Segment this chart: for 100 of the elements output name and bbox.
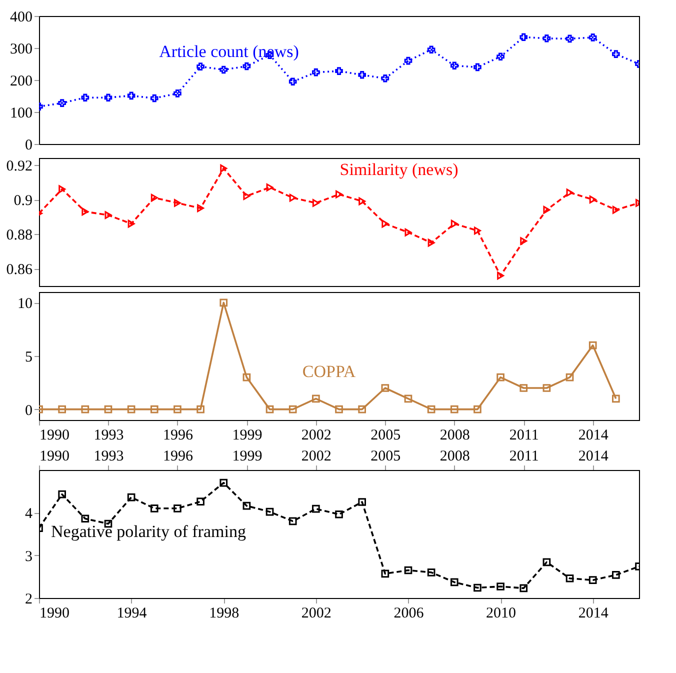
point	[220, 66, 228, 74]
x2-tick-label: 2005	[370, 448, 401, 464]
point	[358, 405, 366, 414]
point	[381, 384, 390, 392]
point	[82, 208, 89, 216]
point	[335, 405, 343, 414]
point	[150, 94, 158, 102]
point	[404, 566, 412, 574]
point	[127, 92, 136, 100]
series-label: Negative polarity of framing	[51, 522, 246, 541]
point	[312, 504, 320, 513]
point	[220, 478, 228, 487]
point	[196, 498, 204, 506]
point	[266, 508, 274, 516]
point	[288, 517, 297, 526]
point	[450, 220, 458, 228]
y-tick-label: 0.86	[6, 262, 33, 278]
point	[497, 272, 504, 280]
point	[427, 568, 436, 576]
point	[474, 63, 482, 72]
y-tick-label: 300	[10, 42, 32, 58]
x-tick-label: 2010	[486, 606, 516, 622]
point	[566, 373, 574, 382]
point	[404, 228, 412, 236]
point	[127, 493, 136, 502]
point	[542, 34, 551, 42]
point	[450, 62, 458, 70]
point	[612, 571, 620, 579]
point	[128, 220, 135, 228]
point	[336, 190, 342, 198]
point	[335, 67, 343, 75]
point	[312, 68, 320, 76]
x-tick-label: 2002	[301, 428, 332, 444]
point	[404, 394, 412, 403]
point	[220, 298, 228, 307]
point	[288, 405, 297, 414]
point	[404, 56, 412, 65]
point	[81, 405, 90, 414]
point	[243, 192, 250, 200]
point	[427, 46, 436, 54]
y-tick-label: 3	[25, 548, 32, 565]
point	[174, 504, 182, 512]
point	[612, 394, 620, 403]
point	[566, 34, 574, 43]
x-tick-label: 1999	[232, 428, 262, 444]
point	[58, 490, 66, 498]
x-tick-label: 1998	[209, 606, 240, 622]
point	[242, 373, 251, 382]
point	[382, 220, 389, 228]
x-tick-label: 1996	[162, 428, 194, 444]
point	[58, 405, 66, 414]
point	[81, 514, 90, 523]
point	[542, 384, 551, 392]
y-tick-label: 400	[10, 10, 32, 26]
x-tick-label: 2011	[509, 428, 539, 444]
point	[520, 237, 528, 245]
y-tick-label: 0	[25, 138, 32, 154]
point	[174, 405, 182, 414]
point	[335, 510, 343, 518]
point	[612, 206, 620, 214]
y-tick-label: 10	[18, 296, 32, 312]
point	[358, 70, 366, 79]
point	[450, 405, 458, 414]
x2-tick-label: 2011	[509, 448, 539, 464]
point	[312, 199, 320, 207]
point	[520, 384, 528, 392]
point	[612, 50, 620, 58]
point	[289, 194, 296, 202]
point	[474, 584, 482, 592]
y-tick-label: 2	[25, 592, 32, 608]
point	[127, 405, 136, 414]
point	[428, 238, 435, 247]
point	[312, 394, 320, 403]
y-tick-label: 4	[25, 506, 33, 522]
x-tick-label: 1994	[116, 606, 148, 622]
x-tick-label: 1993	[94, 428, 124, 444]
x-tick-label: 2008	[440, 428, 470, 444]
point	[104, 211, 112, 219]
x-tick-label: 2014	[578, 428, 609, 444]
point	[566, 188, 574, 197]
point	[150, 504, 158, 512]
point	[588, 576, 597, 584]
point	[174, 90, 182, 98]
x-tick-label: 2006	[394, 606, 424, 622]
point	[543, 206, 550, 214]
series-label: Similarity (news)	[340, 160, 458, 179]
point	[288, 78, 297, 86]
y-tick-label: 0	[25, 402, 32, 419]
point	[474, 226, 481, 235]
x2-tick-label: 1993	[94, 448, 124, 464]
point	[220, 164, 228, 172]
point	[150, 405, 158, 414]
point	[196, 405, 204, 414]
point	[358, 197, 366, 206]
point	[358, 498, 366, 506]
y-tick-label: 0.88	[6, 228, 32, 244]
point	[450, 578, 458, 586]
point	[104, 94, 112, 102]
x-tick-label: 2005	[370, 428, 401, 444]
point	[589, 196, 596, 204]
